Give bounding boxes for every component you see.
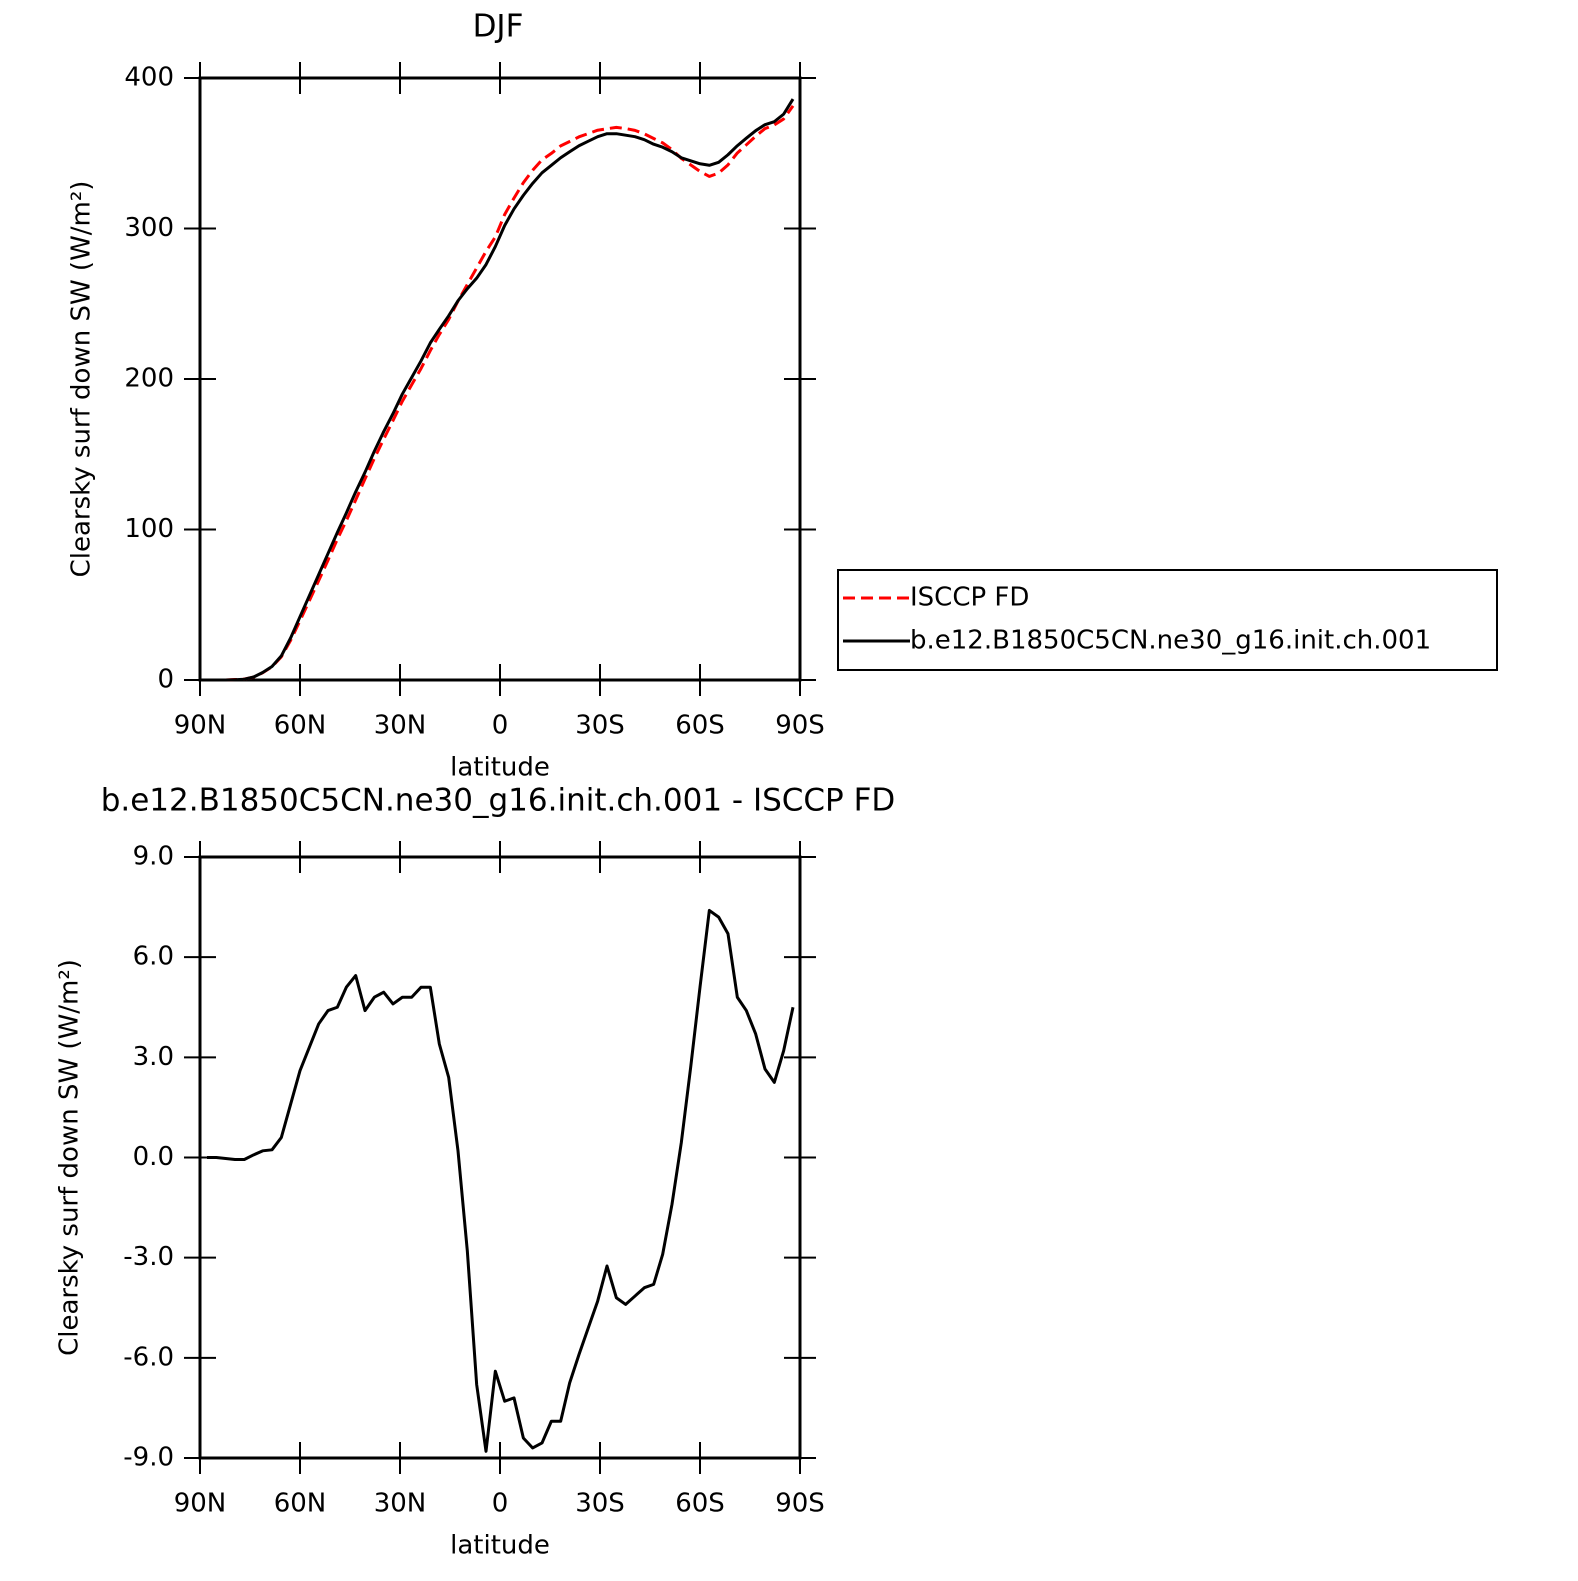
x-tick-label: 0 (492, 1489, 509, 1519)
x-tick-label: 90S (775, 711, 825, 741)
chart-title: b.e12.B1850C5CN.ne30_g16.init.ch.001 - I… (101, 783, 896, 819)
y-axis-label: Clearsky surf down SW (W/m²) (55, 959, 85, 1356)
x-tick-label: 30S (575, 1489, 625, 1519)
y-tick-label: 3.0 (133, 1042, 174, 1072)
x-tick-label: 30S (575, 711, 625, 741)
data-line (207, 104, 795, 682)
data-line (207, 908, 795, 1453)
x-tick-label: 90N (174, 711, 227, 741)
y-tick-label: 0.0 (133, 1142, 174, 1172)
x-tick-label: 30N (374, 711, 427, 741)
x-tick-label: 60S (675, 1489, 725, 1519)
x-tick-label: 0 (492, 711, 509, 741)
y-tick-label: -6.0 (123, 1342, 174, 1372)
data-line (207, 98, 795, 682)
y-tick-label: 9.0 (133, 842, 174, 872)
x-tick-label: 60N (274, 1489, 327, 1519)
x-tick-label: 90S (775, 1489, 825, 1519)
y-tick-label: 200 (124, 364, 174, 394)
chart-title: DJF (473, 9, 524, 45)
x-tick-label: 90N (174, 1489, 227, 1519)
y-tick-label: 0 (157, 665, 174, 695)
x-axis-label: latitude (450, 1531, 550, 1561)
y-tick-label: 6.0 (133, 942, 174, 972)
y-tick-label: 100 (124, 514, 174, 544)
legend-box (837, 569, 1498, 671)
y-tick-label: -3.0 (123, 1242, 174, 1272)
plot-frame (198, 76, 802, 682)
legend-label: ISCCP FD (910, 583, 1029, 613)
y-tick-label: 400 (124, 63, 174, 93)
y-axis-label: Clearsky surf down SW (W/m²) (67, 181, 97, 578)
x-tick-label: 60S (675, 711, 725, 741)
x-tick-label: 30N (374, 1489, 427, 1519)
y-tick-label: -9.0 (123, 1443, 174, 1473)
x-axis-label: latitude (450, 753, 550, 783)
plot-frame (198, 855, 802, 1460)
y-tick-label: 300 (124, 213, 174, 243)
legend-label: b.e12.B1850C5CN.ne30_g16.init.ch.001 (910, 626, 1431, 656)
x-tick-label: 60N (274, 711, 327, 741)
